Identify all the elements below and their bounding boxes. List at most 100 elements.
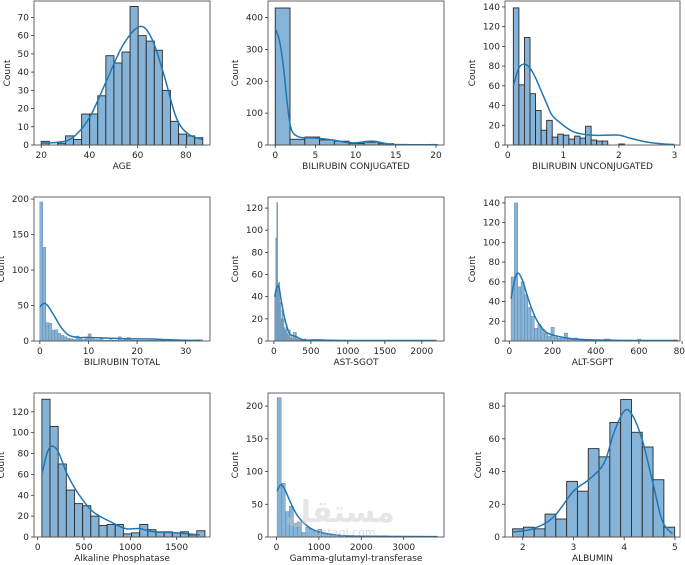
- y-tick-label: 80: [489, 62, 501, 72]
- y-tick-label: 0: [494, 141, 500, 151]
- histogram-bar: [49, 425, 59, 538]
- y-tick-label: 0: [494, 533, 500, 543]
- y-tick-label: 40: [252, 293, 264, 303]
- histogram-bar: [533, 528, 546, 538]
- x-tick-label: 1000: [336, 347, 359, 357]
- x-tick-label: 500: [302, 347, 319, 357]
- subplot-age: 0 10 20 30 40 50 60 70 20 40 60 80 AGE Count: [3, 0, 211, 172]
- y-tick-label: 50: [18, 302, 30, 312]
- y-tick-label: 60: [489, 435, 501, 445]
- histogram-bar: [587, 448, 600, 538]
- histogram-bar: [530, 316, 535, 342]
- histogram-bar: [529, 93, 537, 146]
- y-axis-label: Count: [474, 451, 484, 478]
- axes-frame: [504, 392, 681, 538]
- x-tick-label: 200: [544, 347, 561, 357]
- axes-frame: [504, 0, 681, 146]
- kde-line: [41, 445, 200, 536]
- x-axis-label: Alkaline Phosphatase: [74, 554, 170, 564]
- histogram-bar: [527, 307, 532, 342]
- y-axis-label: Count: [0, 451, 7, 478]
- histogram-bar: [512, 528, 524, 538]
- subplot-ast-sgot: 0 20 40 60 80 100 120 0 500 1000 1500 2000 AST-SGOT C…: [231, 196, 445, 368]
- y-tick-label: 40: [18, 491, 30, 501]
- y-tick-label: 0: [23, 533, 29, 543]
- histogram-bar: [554, 336, 558, 342]
- x-axis-label: Gamma-glutamyl-transferase: [290, 554, 423, 564]
- histogram-bar: [596, 140, 603, 146]
- x-tick-label: 2000: [410, 347, 433, 357]
- x-tick-label: 60: [132, 151, 144, 161]
- y-tick-label: 20: [18, 512, 30, 522]
- y-tick-label: 200: [246, 77, 263, 87]
- histogram-bar: [517, 286, 522, 342]
- y-tick-label: 100: [246, 226, 263, 236]
- histogram-bar: [74, 503, 84, 538]
- histogram-bar: [145, 40, 155, 146]
- histogram-bar: [514, 202, 518, 342]
- y-axis-label: Count: [231, 451, 241, 478]
- y-tick-label: 0: [257, 337, 263, 347]
- histogram-bar: [39, 201, 44, 342]
- x-tick-label: 800: [674, 347, 685, 357]
- y-tick-label: 400: [246, 14, 263, 24]
- y-tick-label: 150: [246, 435, 263, 445]
- histogram-bar: [161, 89, 171, 146]
- y-tick-label: 120: [12, 408, 29, 418]
- x-axis-label: BILIRUBIN CONJUGATED: [302, 162, 410, 172]
- histogram-bar: [544, 332, 548, 342]
- y-tick-label: 0: [494, 337, 500, 347]
- histogram-bar: [98, 525, 108, 538]
- y-tick-label: 40: [489, 468, 501, 478]
- y-tick-label: 120: [483, 23, 500, 33]
- y-tick-label: 100: [483, 238, 500, 248]
- x-tick-label: 4: [621, 543, 627, 553]
- y-tick-label: 120: [483, 219, 500, 229]
- histogram-bar: [73, 139, 83, 146]
- x-tick-label: 5: [672, 543, 678, 553]
- histogram-bar: [551, 136, 559, 146]
- x-tick-label: 5: [313, 151, 319, 161]
- x-tick-label: 10: [350, 151, 362, 161]
- histogram-bar: [178, 133, 188, 146]
- subplot-bilirubin-total: 0 50 100 150 200 0 10 20 30 BILIRUBIN TOTAL Count: [0, 195, 211, 368]
- y-tick-label: 100: [12, 266, 29, 276]
- y-tick-label: 70: [18, 13, 30, 23]
- x-axis-label: AST-SGOT: [333, 358, 379, 368]
- histogram-bar: [63, 336, 68, 342]
- histogram-bar: [555, 518, 568, 538]
- axes-frame: [267, 196, 445, 342]
- x-tick-label: 0: [505, 151, 511, 161]
- histogram-bar: [544, 513, 557, 538]
- x-tick-label: 0: [272, 151, 278, 161]
- histogram-bar: [122, 533, 132, 538]
- x-axis-label: ALBUMIN: [572, 554, 613, 564]
- histogram-bar: [520, 281, 525, 342]
- x-tick-label: 2: [520, 543, 526, 553]
- y-tick-label: 20: [18, 105, 30, 115]
- histogram-bar: [546, 119, 553, 146]
- y-axis-label: Count: [0, 255, 7, 282]
- y-tick-label: 80: [489, 258, 501, 268]
- y-tick-label: 80: [489, 402, 501, 412]
- histogram-bar: [601, 140, 609, 146]
- y-tick-label: 200: [12, 195, 29, 205]
- histogram-bar: [170, 120, 179, 146]
- histogram-bar: [524, 294, 528, 342]
- y-tick-label: 50: [18, 50, 30, 60]
- y-tick-label: 80: [252, 248, 264, 258]
- x-tick-label: 0: [274, 543, 280, 553]
- histogram-bar: [137, 35, 147, 146]
- histogram-bar: [579, 137, 587, 146]
- y-tick-label: 40: [489, 102, 501, 112]
- axes-frame: [267, 392, 445, 538]
- y-tick-label: 300: [246, 45, 263, 55]
- y-tick-label: 120: [246, 204, 263, 214]
- subplot-bilirubin-conjugated: 0 100 200 300 400 0 5 10 15 20 BILIRUBIN CONJUGATE…: [231, 0, 445, 172]
- watermark-latin: mostaql.com: [304, 526, 375, 539]
- x-tick-label: 400: [587, 347, 604, 357]
- axes-frame: [504, 196, 681, 342]
- axes-frame: [267, 0, 445, 146]
- histogram-bar: [631, 431, 643, 538]
